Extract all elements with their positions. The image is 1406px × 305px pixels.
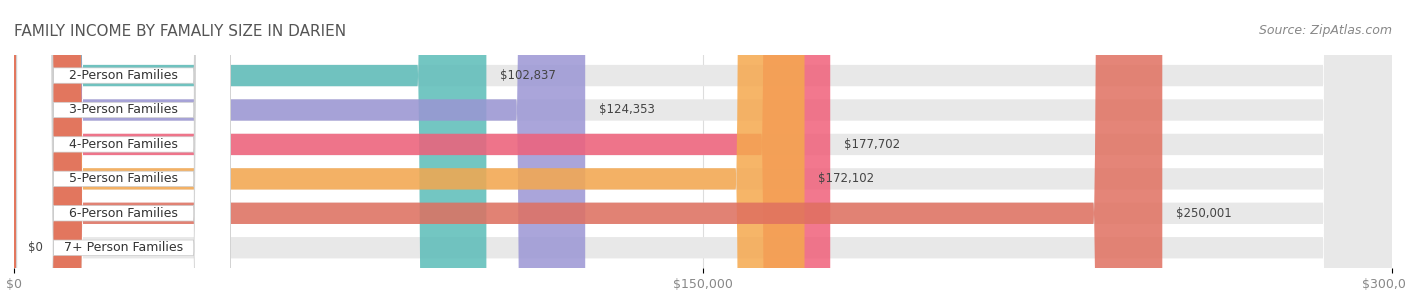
Text: 5-Person Families: 5-Person Families — [69, 172, 179, 185]
FancyBboxPatch shape — [14, 0, 830, 305]
Text: $102,837: $102,837 — [501, 69, 555, 82]
Text: $250,001: $250,001 — [1175, 207, 1232, 220]
Text: $0: $0 — [28, 241, 42, 254]
FancyBboxPatch shape — [17, 0, 231, 305]
Text: $177,702: $177,702 — [844, 138, 900, 151]
Text: $124,353: $124,353 — [599, 103, 655, 117]
FancyBboxPatch shape — [14, 0, 486, 305]
FancyBboxPatch shape — [14, 0, 804, 305]
FancyBboxPatch shape — [14, 0, 585, 305]
FancyBboxPatch shape — [14, 0, 1392, 305]
Text: 6-Person Families: 6-Person Families — [69, 207, 179, 220]
FancyBboxPatch shape — [17, 0, 231, 305]
Text: FAMILY INCOME BY FAMALIY SIZE IN DARIEN: FAMILY INCOME BY FAMALIY SIZE IN DARIEN — [14, 24, 346, 39]
FancyBboxPatch shape — [14, 0, 1392, 305]
FancyBboxPatch shape — [14, 0, 1392, 305]
FancyBboxPatch shape — [17, 0, 231, 305]
Text: 7+ Person Families: 7+ Person Families — [65, 241, 183, 254]
FancyBboxPatch shape — [17, 0, 231, 305]
Text: 4-Person Families: 4-Person Families — [69, 138, 179, 151]
FancyBboxPatch shape — [14, 0, 1392, 305]
FancyBboxPatch shape — [14, 0, 1392, 305]
Text: Source: ZipAtlas.com: Source: ZipAtlas.com — [1258, 24, 1392, 38]
FancyBboxPatch shape — [17, 0, 231, 305]
Text: $172,102: $172,102 — [818, 172, 875, 185]
FancyBboxPatch shape — [14, 0, 1163, 305]
Text: 3-Person Families: 3-Person Families — [69, 103, 179, 117]
FancyBboxPatch shape — [17, 0, 231, 305]
FancyBboxPatch shape — [14, 0, 1392, 305]
Text: 2-Person Families: 2-Person Families — [69, 69, 179, 82]
